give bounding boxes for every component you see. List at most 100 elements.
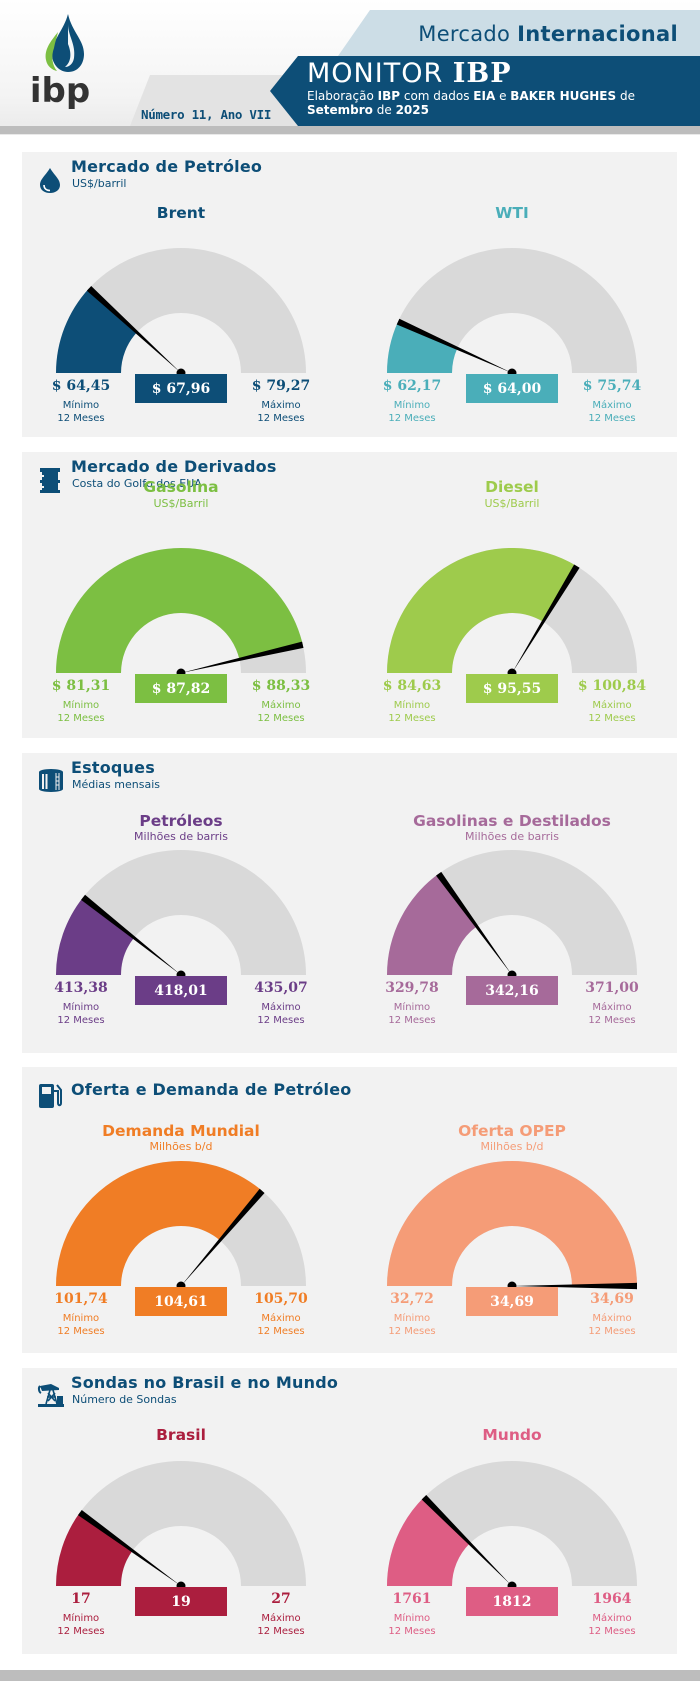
sub-bold: 2025 (395, 103, 429, 117)
gauge-max-label: Máximo 12 Meses (226, 1312, 336, 1338)
gauge-chart (387, 850, 637, 980)
gauge-fill (56, 547, 303, 673)
max-label-text: Máximo (261, 400, 301, 411)
max-label-text: Máximo (261, 1002, 301, 1013)
gauge-chart (387, 1461, 637, 1591)
gauge-mundo: Mundo 1812 1761 Mínimo 12 Meses 1964 Máximo 12 … (22, 1368, 677, 1654)
gauge-max-label: Máximo 12 Meses (557, 1001, 667, 1027)
min-label-text: Mínimo (393, 1002, 431, 1013)
header-gray-wedge (130, 75, 300, 126)
barrel-icon (37, 466, 63, 494)
gauge-fill (387, 548, 577, 673)
gauge-diesel: Diesel US$/Barril $ 95,55 $ 84,63 Mínimo 12 M… (22, 452, 677, 738)
max-label-text: Máximo (592, 700, 632, 711)
gauge-max-label: Máximo 12 Meses (226, 699, 336, 725)
period-label-text: 12 Meses (388, 713, 436, 724)
gauge-title: Brent (156, 204, 206, 222)
gauge-current-value: $ 87,82 (135, 674, 227, 703)
gauge-current-value: 34,69 (466, 1287, 558, 1316)
storage-tank-icon (37, 767, 63, 795)
gauge-brent: Brent $ 67,96 $ 64,45 Mínimo 12 Meses $ 79,27… (22, 152, 677, 437)
gauge-unit: US$/Barril (484, 497, 540, 510)
min-label-text: Mínimo (393, 400, 431, 411)
gauge-demanda-mundial: Demanda Mundial Milhões b/d 104,61 101,74 Mí… (22, 1067, 677, 1353)
gauge-min-value: 1761 (392, 1591, 432, 1607)
gauge-min-label: Mínimo 12 Meses (357, 399, 467, 425)
gauge-needle (81, 894, 181, 975)
report-header: ibp Mercado Internacional MONITOR IBP El… (0, 0, 700, 135)
gauge-chart (56, 1161, 306, 1291)
gauge-chart (56, 1461, 306, 1591)
header-divider (0, 126, 700, 134)
min-label-text: Mínimo (393, 1613, 431, 1624)
period-label-text: 12 Meses (588, 1015, 636, 1026)
period-label-text: 12 Meses (588, 1626, 636, 1637)
gauge-max-value: 105,70 (254, 1291, 308, 1307)
logo-leaf-green (45, 32, 58, 71)
gauge-min-value: $ 62,17 (382, 378, 442, 394)
gauge-track (387, 248, 637, 373)
min-label-text: Mínimo (62, 1613, 100, 1624)
gauge-current-value: $ 64,00 (466, 374, 558, 403)
section-title: Sondas no Brasil e no Mundo (71, 1373, 339, 1392)
gauge-min-value: 32,72 (390, 1291, 434, 1307)
section-title: Mercado de Petróleo (71, 157, 263, 176)
gauge-max-label: Máximo 12 Meses (557, 399, 667, 425)
period-label-text: 12 Meses (257, 713, 305, 724)
gauge-title: Gasolinas e Destilados (413, 812, 611, 830)
gauge-current-value: 1812 (466, 1587, 558, 1616)
gauge-unit: Milhões b/d (149, 1140, 213, 1153)
issue-number: Número 11, Ano VII (141, 107, 272, 122)
gauge-fill (387, 321, 458, 373)
section-subtitle: Número de Sondas (72, 1393, 177, 1406)
gauge-max-value: $ 100,84 (577, 678, 647, 694)
gauge-min-label: Mínimo 12 Meses (357, 1001, 467, 1027)
gauge-unit: Milhões de barris (134, 830, 228, 843)
gauge-title: Petróleos (139, 812, 223, 830)
sub-text: de (372, 103, 396, 117)
gauge-needle (396, 318, 512, 373)
panel-oferta-demanda: Oferta e Demanda de Petróleo Demanda Mund… (22, 1067, 677, 1353)
logo-drop-highlight (65, 24, 75, 67)
gauge-fill (387, 1161, 637, 1286)
gauge-min-value: 413,38 (54, 980, 108, 996)
gauge-title: Brasil (156, 1426, 206, 1444)
gauge-max-value: 371,00 (585, 980, 639, 996)
period-label-text: 12 Meses (57, 1626, 105, 1637)
gauge-min-label: Mínimo 12 Meses (26, 699, 136, 725)
gauge-current-value: 104,61 (135, 1287, 227, 1316)
max-label-text: Máximo (592, 1002, 632, 1013)
min-label-text: Mínimo (62, 400, 100, 411)
gauge-min-label: Mínimo 12 Meses (26, 1001, 136, 1027)
gauge-max-label: Máximo 12 Meses (557, 699, 667, 725)
gauge-unit: Milhões de barris (465, 830, 559, 843)
gauge-title: Demanda Mundial (102, 1122, 260, 1140)
gauge-max-value: 34,69 (590, 1291, 634, 1307)
min-label-text: Mínimo (62, 700, 100, 711)
panel-petroleo: Mercado de Petróleo US$/barril Brent $ 67,9… (22, 152, 677, 437)
gauge-max-label: Máximo 12 Meses (557, 1312, 667, 1338)
monitor-title-bold: IBP (452, 58, 512, 89)
monitor-subtitle: Elaboração IBP com dados EIA e BAKER HUG… (307, 89, 635, 117)
gauge-max-value: 27 (271, 1591, 291, 1607)
gauge-current-value: 342,16 (466, 976, 558, 1005)
gauge-min-value: $ 81,31 (51, 678, 111, 694)
gauge-current-value: $ 95,55 (466, 674, 558, 703)
gauge-max-value: 1964 (592, 1591, 632, 1607)
gauge-min-value: $ 64,45 (51, 378, 111, 394)
sub-text: de (616, 89, 635, 103)
gauge-current-value: $ 67,96 (135, 374, 227, 403)
section-title: Estoques (71, 758, 155, 777)
period-label-text: 12 Meses (57, 1326, 105, 1337)
header-navy-band (270, 56, 700, 126)
gauge-wti: WTI $ 64,00 $ 62,17 Mínimo 12 Meses $ 75,74 Má… (22, 152, 677, 437)
gauge-fill (56, 897, 134, 975)
gauge-chart (56, 547, 306, 678)
period-label-text: 12 Meses (57, 1015, 105, 1026)
sub-text: com dados (400, 89, 474, 103)
header-light-band (338, 10, 700, 56)
subtitle-line-2: Setembro de 2025 (307, 103, 635, 117)
gauge-max-label: Máximo 12 Meses (226, 399, 336, 425)
period-label-text: 12 Meses (588, 1326, 636, 1337)
gauge-fill (56, 288, 137, 373)
